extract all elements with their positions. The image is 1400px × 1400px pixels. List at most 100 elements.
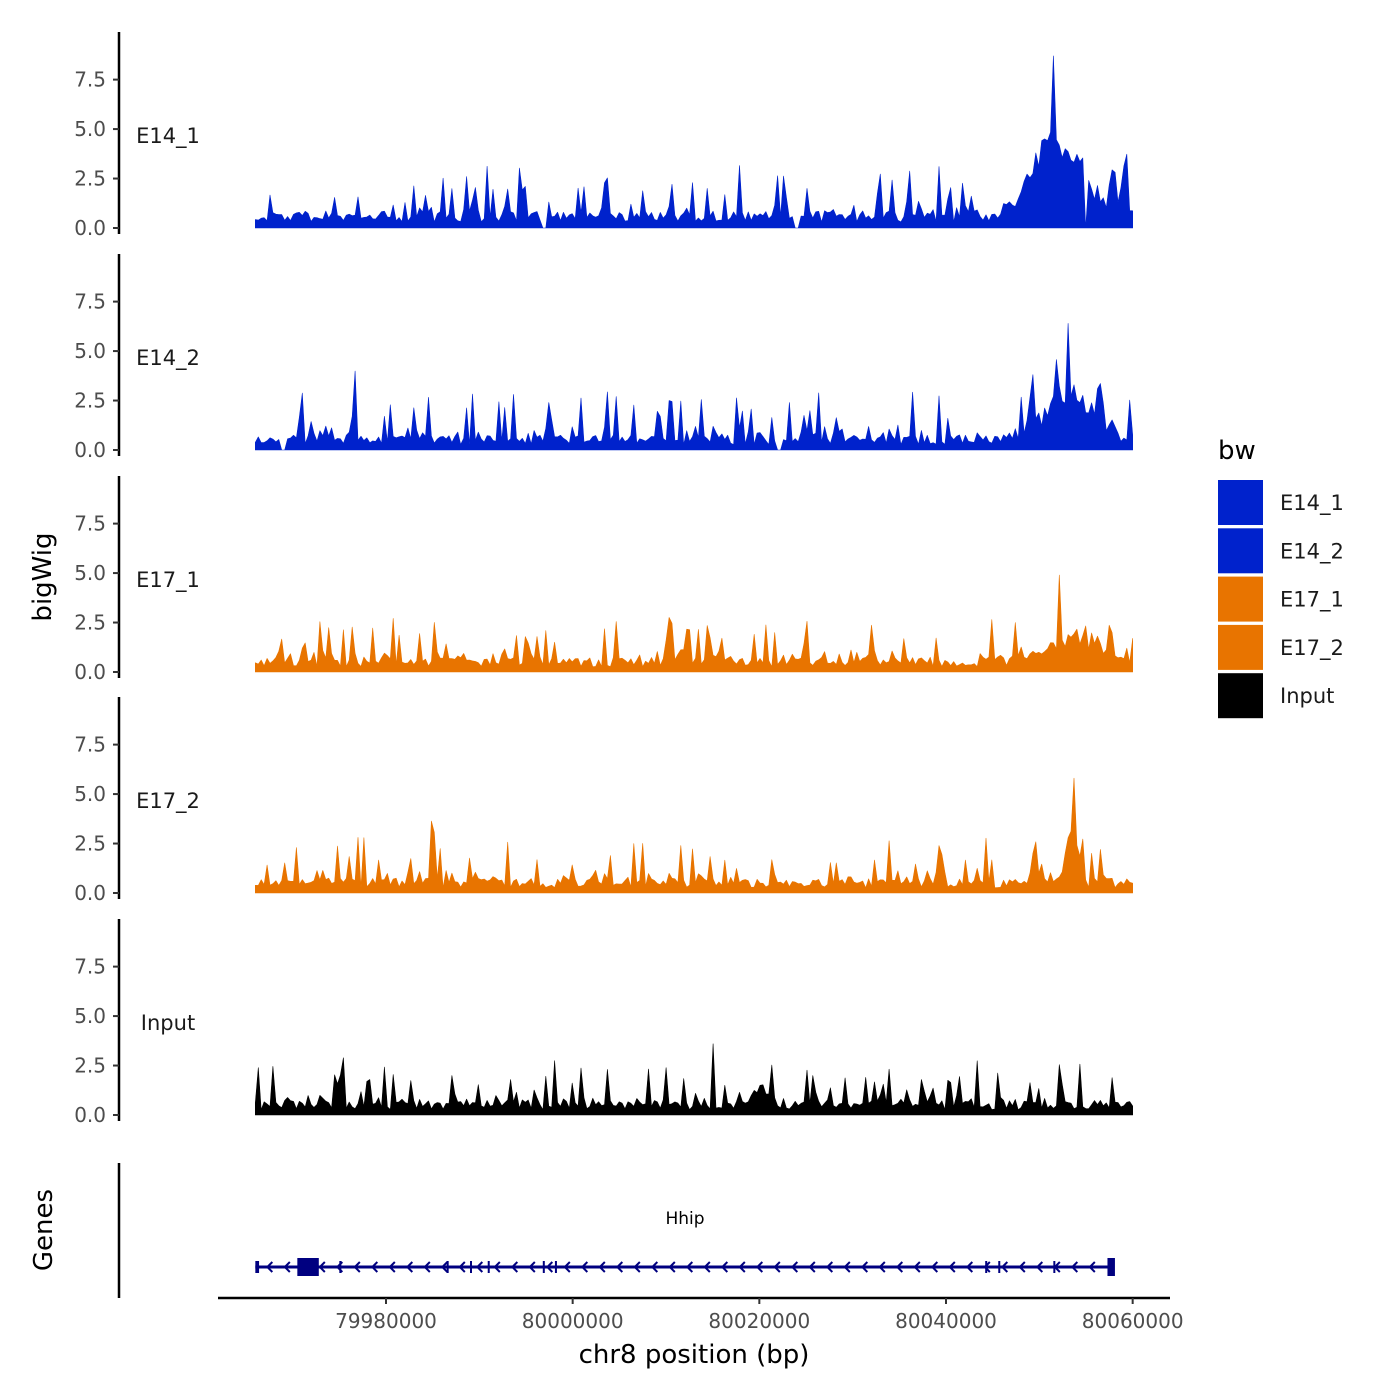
exon — [985, 1261, 988, 1273]
track-label: Input — [141, 1011, 195, 1035]
legend-label: E17_1 — [1280, 588, 1344, 613]
track-label: E17_1 — [136, 568, 200, 593]
exon — [339, 1261, 342, 1273]
track-panel-e14-2: 0.0 2.5 5.0 7.5 E14_2 — [74, 254, 1133, 462]
strand-arrow — [878, 1261, 886, 1273]
legend-swatch — [1218, 624, 1263, 670]
signal-area-e17-1 — [255, 574, 1133, 673]
strand-arrow — [423, 1261, 431, 1273]
track-panel-input: 0.0 2.5 5.0 7.5 Input — [74, 919, 1133, 1127]
strand-arrow — [388, 1261, 396, 1273]
x-axis: 79980000 80000000 80020000 80040000 80060000… — [218, 1296, 1184, 1370]
y-tick-label: 2.5 — [74, 1054, 106, 1078]
strand-arrow — [1070, 1261, 1079, 1273]
signal-area-e14-1 — [255, 55, 1133, 229]
legend-label: E14_1 — [1280, 491, 1344, 516]
signal-area-e14-2 — [255, 323, 1133, 451]
strand-arrow — [1000, 1261, 1009, 1273]
strand-arrow — [318, 1261, 326, 1273]
legend-label: E14_2 — [1280, 539, 1344, 564]
strand-arrow — [1035, 1261, 1044, 1273]
y-tick-label: 2.5 — [74, 389, 106, 413]
y-tick-label: 2.5 — [74, 167, 106, 191]
exon — [255, 1261, 260, 1273]
strand-arrow — [1018, 1261, 1026, 1273]
strand-arrow — [265, 1261, 274, 1273]
y-tick-label: 7.5 — [74, 68, 106, 92]
strand-arrow — [580, 1261, 589, 1273]
x-axis-ticks: 79980000 80000000 80020000 80040000 80060000 — [335, 1298, 1184, 1333]
strand-arrow — [493, 1261, 501, 1273]
strand-arrow — [860, 1261, 869, 1273]
legend: bw E14_1 E14_2 E17_1 E17_2 Input — [1218, 436, 1344, 719]
exon — [446, 1261, 449, 1273]
strand-arrow — [650, 1261, 659, 1273]
y-tick-label: 5.0 — [74, 1004, 106, 1028]
y-tick-label: 5.0 — [74, 782, 106, 806]
strand-arrow — [948, 1261, 956, 1273]
track-label: E14_1 — [136, 124, 200, 149]
y-tick-label: 7.5 — [74, 955, 106, 979]
x-axis-title: chr8 position (bp) — [579, 1340, 810, 1370]
strand-arrow — [720, 1261, 729, 1273]
gene-model-hhip — [255, 1258, 1115, 1276]
y-tick-label: 7.5 — [74, 290, 106, 314]
strand-arrow — [685, 1261, 694, 1273]
y-tick-label: 5.0 — [74, 339, 106, 363]
strand-arrow — [1088, 1261, 1096, 1273]
strand-arrow — [510, 1261, 519, 1273]
strand-arrow — [825, 1261, 834, 1273]
x-tick-label: 80020000 — [708, 1309, 810, 1333]
strand-arrow — [843, 1261, 851, 1273]
legend-swatch — [1218, 576, 1263, 622]
y-tick-label: 0.0 — [74, 438, 106, 462]
track-label: E14_2 — [136, 346, 200, 371]
exon — [297, 1258, 319, 1276]
gene-label: Hhip — [665, 1209, 704, 1229]
x-tick-label: 80040000 — [895, 1309, 997, 1333]
y-tick-label: 0.0 — [74, 216, 106, 240]
y-tick-label: 2.5 — [74, 611, 106, 635]
y-axis-title: bigWig — [28, 532, 58, 621]
strand-arrow — [965, 1261, 974, 1273]
strand-arrow — [528, 1261, 536, 1273]
strand-arrow — [983, 1261, 991, 1273]
strand-arrow — [790, 1261, 799, 1273]
strand-arrow — [563, 1261, 571, 1273]
legend-label: E17_2 — [1280, 636, 1344, 661]
track-panel-e17-2: 0.0 2.5 5.0 7.5 E17_2 — [74, 697, 1133, 905]
exon — [554, 1261, 557, 1273]
signal-area-input — [255, 1043, 1133, 1116]
y-tick-label: 0.0 — [74, 1103, 106, 1127]
strand-arrow — [458, 1261, 466, 1273]
exon — [542, 1261, 545, 1273]
y-tick-label: 7.5 — [74, 512, 106, 536]
legend-items: E14_1 E14_2 E17_1 E17_2 Input — [1218, 480, 1344, 719]
y-tick-label: 0.0 — [74, 881, 106, 905]
strand-arrow — [738, 1261, 746, 1273]
strand-arrow — [283, 1261, 291, 1273]
y-tick-label: 5.0 — [74, 117, 106, 141]
strand-arrow — [475, 1261, 484, 1273]
exon — [487, 1261, 490, 1273]
legend-label: Input — [1280, 684, 1334, 708]
genes-panel: Genes Hhip — [29, 1163, 1115, 1298]
track-panel-e17-1: 0.0 2.5 5.0 7.5 E17_1 — [74, 476, 1133, 684]
strand-arrow — [930, 1261, 939, 1273]
strand-arrow — [405, 1261, 414, 1273]
y-tick-label: 7.5 — [74, 733, 106, 757]
exon — [998, 1261, 1001, 1273]
legend-title: bw — [1218, 436, 1256, 466]
exon — [1107, 1258, 1115, 1276]
strand-arrow — [440, 1261, 449, 1273]
strand-arrow — [668, 1261, 676, 1273]
genes-axis-title: Genes — [29, 1189, 59, 1271]
legend-swatch — [1218, 673, 1263, 719]
strand-arrow — [545, 1261, 554, 1273]
track-label: E17_2 — [136, 789, 200, 814]
strand-arrow — [703, 1261, 711, 1273]
legend-swatch — [1218, 528, 1263, 574]
x-tick-label: 80000000 — [522, 1309, 624, 1333]
strand-arrow — [598, 1261, 606, 1273]
